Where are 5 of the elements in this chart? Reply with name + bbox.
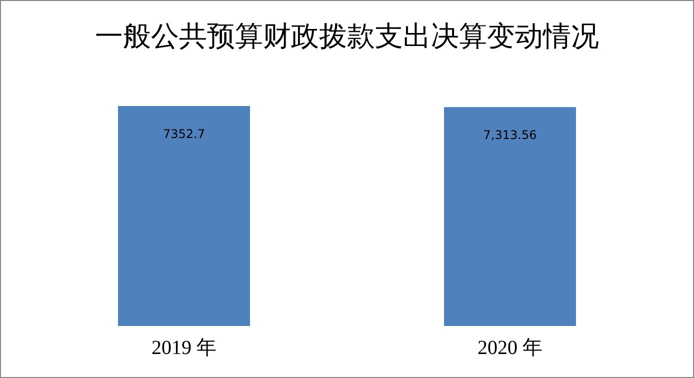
x-tick-label: 2020 年 — [478, 337, 542, 359]
data-label: 7352.7 — [163, 127, 205, 141]
chart-title: 一般公共预算财政拨款支出决算变动情况 — [95, 20, 599, 52]
data-label: 7,313.56 — [483, 128, 537, 142]
x-tick-label: 2019 年 — [152, 337, 216, 359]
